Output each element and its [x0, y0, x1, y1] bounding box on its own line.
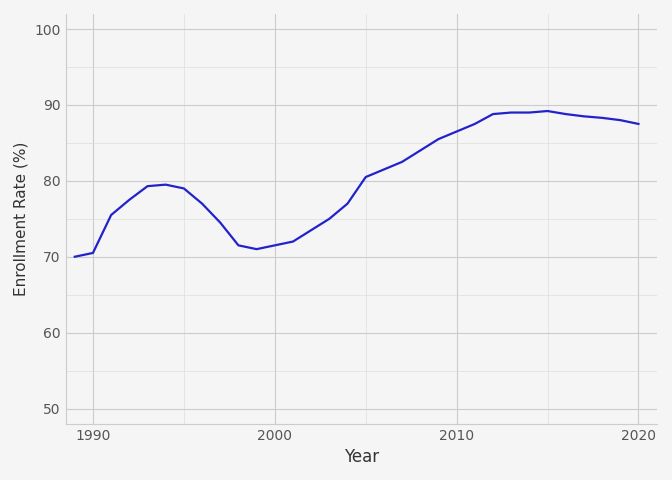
Y-axis label: Enrollment Rate (%): Enrollment Rate (%) [14, 142, 29, 296]
X-axis label: Year: Year [343, 448, 379, 466]
